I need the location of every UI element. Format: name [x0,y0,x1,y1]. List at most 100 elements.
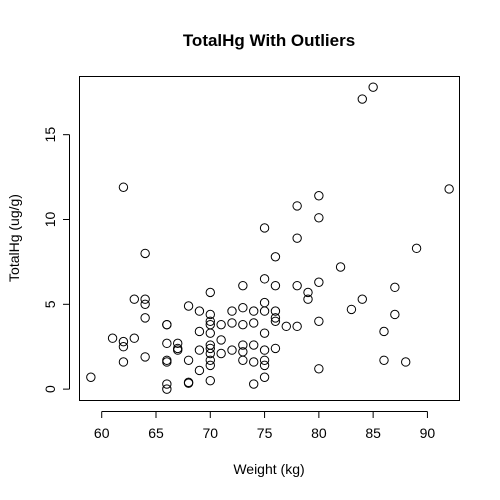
data-point [379,326,389,337]
data-point [368,82,378,92]
data-point [216,348,226,359]
plot-frame [79,76,460,401]
data-point [390,282,400,293]
data-point [216,335,226,345]
data-point [314,213,324,223]
data-point [162,319,172,330]
data-points [86,82,454,394]
data-point [379,355,389,365]
data-point [390,309,400,320]
data-point [205,355,215,365]
data-point [292,280,302,291]
data-point [140,352,150,362]
data-point [227,345,237,355]
data-point [129,294,139,304]
data-point [86,372,96,382]
data-point [249,318,259,328]
data-point [314,316,324,326]
data-point [162,379,172,389]
x-tick-label: 70 [202,425,218,441]
y-tick-label: 15 [42,127,58,143]
data-point [259,345,270,355]
data-point [303,294,313,304]
data-point [140,313,150,323]
x-tick-label: 85 [365,425,381,441]
x-tick-label: 60 [94,425,110,441]
data-point [314,364,324,374]
data-point [183,301,194,311]
data-point [173,345,183,355]
data-point [227,318,237,328]
data-point [194,345,205,355]
data-point [292,201,302,211]
y-axis: 0 5 10 15 [42,127,70,393]
x-tick-label: 90 [420,425,436,441]
data-point [140,294,150,304]
data-point [205,375,215,386]
x-axis-label: Weight (kg) [233,461,304,477]
data-point [346,304,357,315]
data-point [259,223,270,233]
data-point [118,357,129,367]
data-point [129,333,139,343]
data-point [270,313,281,323]
y-tick-label: 0 [42,385,58,393]
x-tick-label: 65 [148,425,164,441]
data-point [281,321,291,332]
data-point [238,303,248,313]
data-point [194,306,205,316]
data-point [140,248,150,259]
data-point [173,338,183,349]
data-point [205,309,215,320]
data-point [259,328,270,338]
data-point [238,280,248,291]
data-point [270,280,281,291]
data-point [259,360,270,371]
data-point [303,287,313,298]
data-point [183,378,194,388]
data-point [259,297,270,308]
data-point [357,94,367,104]
data-point [270,343,281,354]
y-axis-label: TotalHg (ug/g) [6,194,22,282]
data-point [118,182,129,192]
data-point [118,342,129,352]
data-point [249,340,259,350]
data-point [270,316,281,326]
data-point [205,360,215,371]
data-point [259,274,270,284]
data-point [314,277,324,287]
data-point [107,333,118,343]
x-tick-label: 75 [257,425,273,441]
data-point [194,365,205,376]
data-point [444,184,454,194]
data-point [205,348,215,359]
data-point [259,372,270,382]
data-point [249,357,259,367]
data-point [162,384,172,394]
data-point [205,328,215,338]
x-tick-label: 80 [311,425,327,441]
data-point [335,262,346,272]
data-point [205,287,215,298]
data-point [357,294,367,304]
data-point [270,252,281,262]
data-point [292,321,302,332]
data-point [238,319,248,330]
data-point [162,357,172,367]
data-point [227,306,237,316]
data-point [216,319,226,330]
data-point [205,343,215,354]
y-tick-label: 10 [42,211,58,227]
data-point [249,306,259,316]
data-point [194,326,205,337]
x-axis: 60 65 70 75 80 85 90 [94,411,436,441]
data-point [270,306,281,316]
data-point [238,355,248,365]
data-point [118,336,129,347]
data-point [162,338,172,349]
data-point [411,243,422,254]
data-point [183,355,194,365]
data-point [205,316,215,326]
